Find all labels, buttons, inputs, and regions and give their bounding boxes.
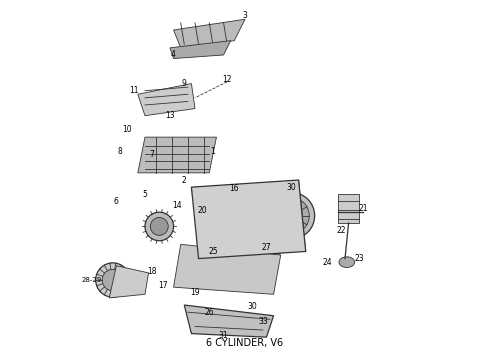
Circle shape <box>102 269 123 291</box>
Text: 28-29: 28-29 <box>81 277 101 283</box>
Polygon shape <box>192 180 306 258</box>
Text: 21: 21 <box>358 204 368 213</box>
Circle shape <box>224 250 230 256</box>
Text: 16: 16 <box>229 184 239 193</box>
Ellipse shape <box>206 202 226 215</box>
Text: 33: 33 <box>258 316 268 325</box>
Text: 5: 5 <box>143 190 147 199</box>
Text: 2: 2 <box>182 176 187 185</box>
Text: 8: 8 <box>118 147 122 156</box>
Text: 1: 1 <box>211 147 215 156</box>
Text: 12: 12 <box>222 76 232 85</box>
Text: 18: 18 <box>147 267 157 276</box>
Text: 30: 30 <box>287 183 296 192</box>
Text: 7: 7 <box>149 150 154 159</box>
Text: 27: 27 <box>262 243 271 252</box>
Text: 20: 20 <box>197 206 207 215</box>
Text: 31: 31 <box>219 331 228 340</box>
Text: 25: 25 <box>208 247 218 256</box>
Circle shape <box>145 212 173 241</box>
Text: 4: 4 <box>171 50 176 59</box>
Text: 15: 15 <box>194 201 203 210</box>
Text: 6 CYLINDER, V6: 6 CYLINDER, V6 <box>206 338 284 348</box>
Text: 30: 30 <box>247 302 257 311</box>
Ellipse shape <box>231 204 251 217</box>
Ellipse shape <box>256 206 276 219</box>
Text: 24: 24 <box>322 258 332 267</box>
Text: 3: 3 <box>243 11 247 20</box>
Polygon shape <box>138 84 195 116</box>
Ellipse shape <box>254 266 272 279</box>
Text: 13: 13 <box>165 111 175 120</box>
Ellipse shape <box>132 276 140 287</box>
Text: 9: 9 <box>182 79 187 88</box>
Ellipse shape <box>209 204 224 213</box>
Circle shape <box>199 250 205 256</box>
Circle shape <box>150 217 168 235</box>
Ellipse shape <box>259 207 274 217</box>
Circle shape <box>283 207 300 225</box>
Text: 6: 6 <box>114 197 119 206</box>
Circle shape <box>268 193 315 239</box>
Ellipse shape <box>222 263 240 276</box>
Text: 11: 11 <box>129 86 139 95</box>
Polygon shape <box>173 244 281 294</box>
Circle shape <box>96 263 130 297</box>
Text: 19: 19 <box>190 288 200 297</box>
Circle shape <box>274 250 280 256</box>
Circle shape <box>273 198 309 234</box>
Text: 26: 26 <box>204 308 214 317</box>
Polygon shape <box>173 19 245 48</box>
Polygon shape <box>338 194 359 223</box>
Text: 14: 14 <box>172 201 182 210</box>
Ellipse shape <box>339 257 355 267</box>
Ellipse shape <box>122 278 135 293</box>
Text: 17: 17 <box>158 281 168 290</box>
Ellipse shape <box>348 209 352 215</box>
Text: 23: 23 <box>354 254 364 263</box>
Ellipse shape <box>234 206 249 215</box>
Circle shape <box>249 250 255 256</box>
Polygon shape <box>170 41 231 59</box>
Polygon shape <box>109 266 148 298</box>
Ellipse shape <box>225 190 243 203</box>
Text: 22: 22 <box>337 225 346 234</box>
Polygon shape <box>184 305 273 337</box>
Text: 10: 10 <box>122 126 132 135</box>
Polygon shape <box>138 137 217 173</box>
Ellipse shape <box>190 259 207 272</box>
